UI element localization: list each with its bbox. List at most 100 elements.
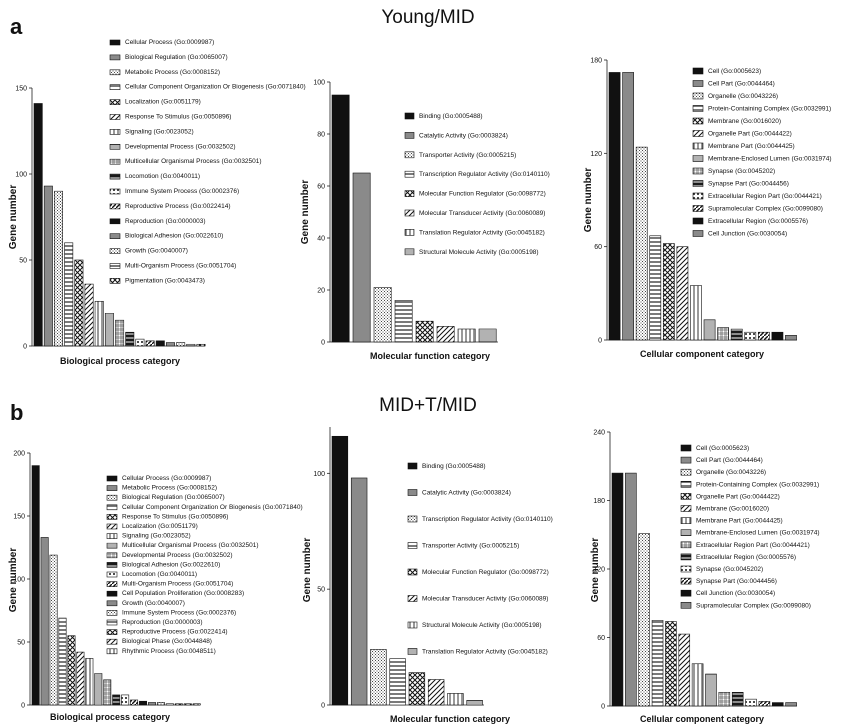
y-tick-label: 120 [593,567,605,574]
bar [785,335,797,341]
charts-layer: 0 50 100 150 Gene number Biological process c… [8,39,832,724]
bar [703,319,716,341]
legend-swatch [109,144,121,150]
bar [85,658,94,706]
bar [611,472,624,707]
legend-swatch [680,505,692,512]
legend-swatch [109,248,121,254]
legend-swatch [106,629,118,635]
bar [676,246,689,341]
legend-label: Structural Molecule Activity (Go:0005198… [422,622,542,629]
legend-swatch [109,39,121,46]
legend-swatch [404,170,415,178]
bar [74,259,84,347]
panel-letter-a: a [10,14,23,39]
bar [427,679,445,706]
y-axis-title: Gene number [300,180,311,245]
bar [64,242,74,347]
legend-label: Cell Part (Go:0044464) [708,81,775,88]
y-tick-label: 150 [13,514,25,521]
legend-label: Protein-Containing Complex (Go:0032991) [696,481,819,488]
legend-swatch [692,142,704,150]
legend-label: Growth (Go:0040007) [122,600,185,607]
legend-swatch [106,581,118,587]
legend-swatch [680,529,692,537]
legend-label: Cell Junction (Go:0030054) [696,590,775,597]
legend-swatch [109,69,121,76]
bar [94,300,104,347]
legend-swatch [692,105,704,112]
legend-label: Binding (Go:0005488) [422,463,486,470]
bar [625,472,637,707]
legend-swatch [407,515,418,523]
legend-label: Molecular Transducer Activity (Go:006008… [422,596,548,603]
y-tick-label: 100 [313,471,325,478]
legend-swatch [407,648,418,655]
y-tick-label: 60 [594,244,602,251]
legend-swatch [106,638,118,645]
legend-swatch [407,542,418,549]
legend-label: Biological Adhesion (Go:0022610) [122,561,220,568]
chart-b-1: 0 50 100 Gene number Molecular function cate… [302,427,553,724]
bar [466,700,483,706]
y-tick-label: 240 [593,430,605,437]
y-tick-label: 0 [321,340,325,347]
bar [622,72,635,341]
bar [717,327,730,341]
legend-label: Biological Phase (Go:0044848) [122,638,212,645]
legend-label: Metabolic Process (Go:0008152) [125,69,220,76]
bar [370,649,387,706]
legend-swatch [404,248,415,256]
legend-label: Developmental Process (Go:0032502) [122,552,233,559]
legend-label: Reproductive Process (Go:0022414) [125,203,231,210]
legend-label: Membrane Part (Go:0044425) [696,518,783,525]
legend-swatch [680,517,692,524]
legend-swatch [407,462,418,470]
y-tick-label: 40 [317,236,325,243]
bar [731,691,744,707]
bar [408,672,426,706]
bar [415,320,434,343]
legend-label: Membrane-Enclosed Lumen (Go:0031974) [696,530,820,537]
legend-label: Synapse Part (Go:0044456) [696,578,777,585]
legend-label: Cell (Go:0005623) [696,445,749,452]
legend-label: Reproduction (Go:0000003) [122,619,203,626]
bar [389,658,406,706]
bar [373,287,392,343]
legend-swatch [680,565,692,573]
legend-label: Synapse Part (Go:0044456) [708,181,789,188]
legend-swatch [680,577,692,585]
y-tick-label: 60 [597,635,605,642]
bar [705,673,717,707]
legend-label: Organelle Part (Go:0044422) [696,493,780,500]
legend-swatch [109,173,121,180]
legend-swatch [407,489,418,496]
bar [104,313,114,347]
legend-swatch [404,132,415,139]
y-tick-label: 100 [313,80,325,87]
legend-label: Structural Molecule Activity (Go:0005198… [419,249,539,256]
bar [148,702,156,706]
bar [758,701,771,707]
legend-swatch [106,590,118,597]
legend-swatch [109,263,121,269]
legend-label: Cellular Component Organization Or Bioge… [125,84,306,91]
legend-label: Cellular Process (Go:0009987) [125,39,214,46]
legend-swatch [106,485,118,491]
bar [183,703,192,706]
bar [691,663,704,707]
bar [771,331,784,341]
x-axis-title: Molecular function category [390,714,510,724]
bar [690,285,702,341]
bar [447,693,464,706]
bar [638,533,650,707]
legend-label: Cellular Process (Go:0009987) [122,475,211,482]
legend-swatch [692,92,704,100]
legend-label: Immune System Process (Go:0002376) [125,188,239,195]
bar [331,435,349,706]
legend-label: Transporter Activity (Go:0005215) [422,543,519,550]
legend-label: Multi-Organism Process (Go:0051704) [122,581,233,588]
bar [40,537,49,706]
y-tick-label: 60 [317,184,325,191]
legend-label: Biological Adhesion (Go:0022610) [125,233,223,240]
